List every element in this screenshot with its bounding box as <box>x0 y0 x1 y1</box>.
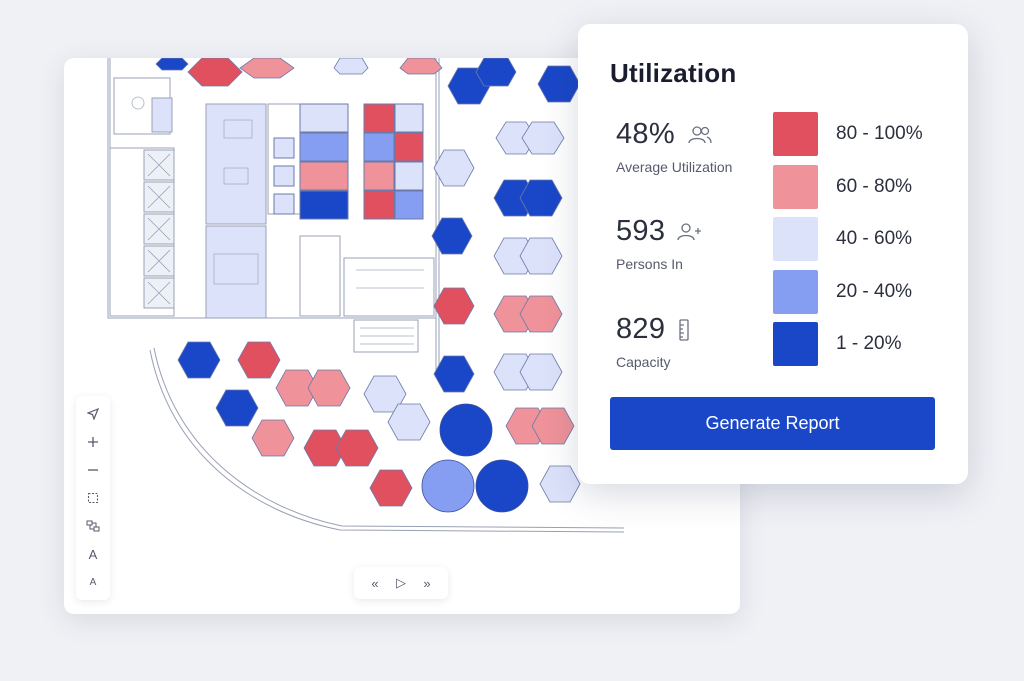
legend-swatch <box>773 217 818 261</box>
utilization-legend: 80 - 100% 60 - 80% 40 - 60% 20 - 40% 1 -… <box>773 112 923 375</box>
text-small-icon[interactable]: A <box>89 576 97 588</box>
legend-label: 40 - 60% <box>836 228 913 249</box>
legend-label: 80 - 100% <box>836 123 923 144</box>
generate-report-button[interactable]: Generate Report <box>610 397 935 450</box>
average-utilization-value: 48% <box>616 118 675 150</box>
group-icon[interactable] <box>81 515 105 537</box>
legend-item: 1 - 20% <box>773 322 923 366</box>
legend-label: 20 - 40% <box>836 280 913 302</box>
people-icon <box>687 125 713 145</box>
zoom-out-icon[interactable] <box>81 459 105 481</box>
average-utilization-label: Average Utilization <box>616 159 733 175</box>
navigate-icon[interactable] <box>81 403 105 425</box>
rewind-button[interactable]: « <box>371 575 379 591</box>
utilization-card: Utilization 48% Average Utilization 593 … <box>578 24 968 484</box>
legend-item: 20 - 40% <box>773 269 923 314</box>
average-utilization-stat: 48% Average Utilization <box>616 118 732 175</box>
text-large-icon[interactable]: A <box>88 546 98 562</box>
capacity-value: 829 <box>616 313 666 345</box>
zoom-in-icon[interactable] <box>81 431 105 453</box>
playback-controls: « ▷ » <box>354 567 448 599</box>
legend-label: 60 - 80% <box>836 175 913 197</box>
select-area-icon[interactable] <box>81 487 105 509</box>
play-button[interactable]: ▷ <box>396 575 406 590</box>
persons-in-stat: 593 Persons In <box>616 215 703 272</box>
capacity-stat: 829 Capacity <box>616 313 691 370</box>
legend-item: 60 - 80% <box>773 164 923 209</box>
persons-in-value: 593 <box>616 215 666 247</box>
capacity-label: Capacity <box>616 354 671 370</box>
persons-in-label: Persons In <box>616 256 683 272</box>
utilization-title: Utilization <box>610 58 737 88</box>
legend-item: 40 - 60% <box>773 217 923 261</box>
legend-swatch <box>773 269 818 314</box>
forward-button[interactable]: » <box>423 575 431 591</box>
legend-label: 1 - 20% <box>836 333 902 354</box>
legend-swatch <box>773 164 818 209</box>
person-add-icon <box>677 222 703 242</box>
floor-plan-map[interactable] <box>64 58 740 614</box>
legend-swatch <box>773 112 818 156</box>
legend-item: 80 - 100% <box>773 112 923 156</box>
legend-swatch <box>773 322 818 366</box>
ruler-icon <box>677 318 691 341</box>
map-toolbar: A A <box>76 396 110 600</box>
